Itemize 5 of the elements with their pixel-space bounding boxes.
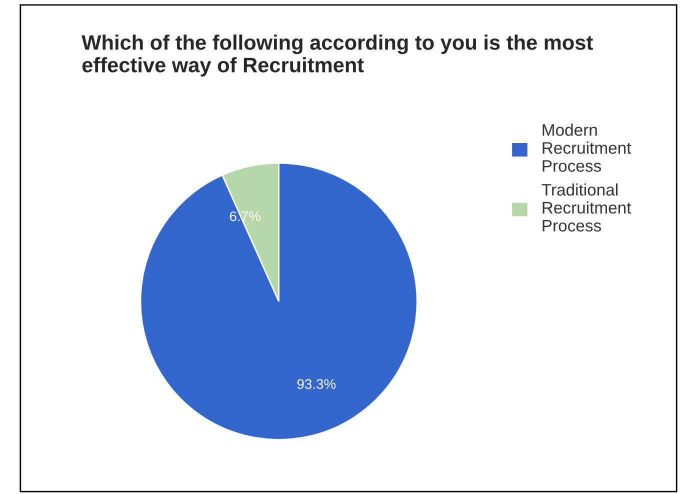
legend-label: Modern Recruitment Process	[542, 124, 632, 172]
legend-label: Traditional Recruitment Process	[542, 183, 632, 232]
pie-slice	[140, 162, 418, 440]
data-label: 93.3%	[297, 379, 336, 389]
chart-title: Which of the following according to you is the most effective way of Recruitment	[82, 34, 593, 77]
